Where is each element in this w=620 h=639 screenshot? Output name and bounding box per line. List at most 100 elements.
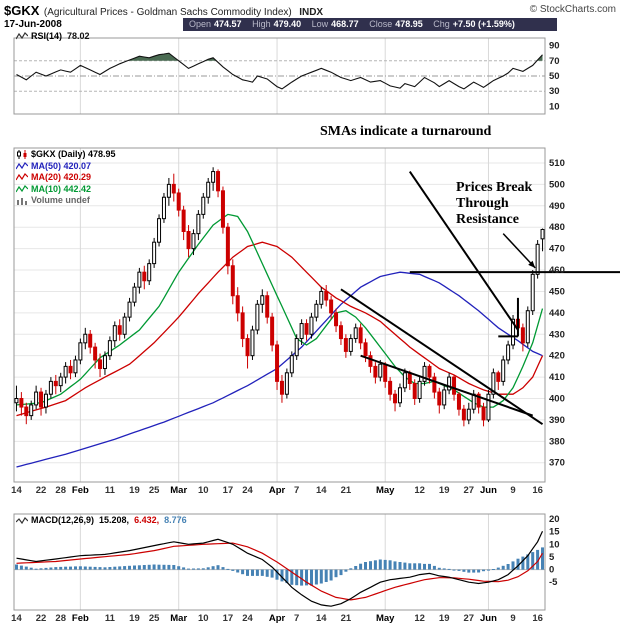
svg-text:10: 10 xyxy=(549,539,560,550)
svg-text:19: 19 xyxy=(129,613,140,624)
chart-header: $GKX (Agricultural Prices - Goldman Sach… xyxy=(4,2,323,20)
turnaround-arrow-shaft xyxy=(408,170,519,331)
svg-text:25: 25 xyxy=(149,485,160,496)
copyright: © StockCharts.com xyxy=(529,4,616,15)
legend-item: MA(10) 442.42 xyxy=(16,184,116,196)
svg-text:28: 28 xyxy=(55,613,66,624)
quote-bar: Open 474.57 High 479.40 Low 468.77 Close 478… xyxy=(183,18,557,31)
svg-text:Apr: Apr xyxy=(269,613,286,624)
macd-value-macd: 15.208, xyxy=(99,515,130,525)
svg-text:14: 14 xyxy=(11,485,22,496)
volume-icon xyxy=(16,196,28,206)
moving-averages-layer xyxy=(16,213,544,468)
legend-label: MA(20) 420.29 xyxy=(31,172,92,182)
legend-label: MA(50) 420.07 xyxy=(31,160,92,171)
rsi-indicator-label: RSI(14) 78.02 xyxy=(16,31,90,41)
svg-text:Feb: Feb xyxy=(72,613,89,624)
svg-text:Jun: Jun xyxy=(480,613,497,624)
svg-text:430: 430 xyxy=(549,329,565,340)
svg-text:14: 14 xyxy=(316,485,327,496)
svg-text:17: 17 xyxy=(223,485,234,496)
svg-text:16: 16 xyxy=(532,613,543,624)
svg-text:19: 19 xyxy=(129,485,140,496)
wedge-lower-line xyxy=(360,354,534,417)
svg-text:14: 14 xyxy=(316,613,327,624)
svg-text:22: 22 xyxy=(36,485,47,496)
macd-value-signal: 6.432, xyxy=(134,515,160,525)
rsi-value: 78.02 xyxy=(67,31,90,41)
svg-text:7: 7 xyxy=(294,613,299,624)
trendlines-layer xyxy=(340,170,620,426)
svg-text:27: 27 xyxy=(464,485,475,496)
rsi-label-text: RSI(14) xyxy=(31,31,63,41)
svg-text:10: 10 xyxy=(198,613,209,624)
chg-label: Chg xyxy=(433,19,450,29)
svg-text:450: 450 xyxy=(549,286,565,297)
svg-text:400: 400 xyxy=(549,394,565,405)
svg-text:May: May xyxy=(376,613,395,624)
svg-text:Feb: Feb xyxy=(72,485,89,496)
high-value: 479.40 xyxy=(273,19,302,29)
svg-text:10: 10 xyxy=(549,101,560,112)
svg-text:-5: -5 xyxy=(549,577,558,588)
svg-text:Jun: Jun xyxy=(480,485,497,496)
svg-text:17: 17 xyxy=(223,613,234,624)
svg-text:460: 460 xyxy=(549,265,565,276)
svg-text:May: May xyxy=(376,485,395,496)
svg-text:28: 28 xyxy=(55,485,66,496)
svg-text:390: 390 xyxy=(549,415,565,426)
rsi-layer xyxy=(16,52,543,90)
svg-text:410: 410 xyxy=(549,372,565,383)
svg-text:19: 19 xyxy=(439,613,450,624)
svg-text:21: 21 xyxy=(341,485,352,496)
svg-text:7: 7 xyxy=(294,485,299,496)
svg-text:50: 50 xyxy=(549,71,560,82)
svg-text:14: 14 xyxy=(11,613,22,624)
macd-icon xyxy=(16,516,28,525)
high-label: High xyxy=(252,19,271,29)
svg-text:9: 9 xyxy=(510,485,515,496)
svg-text:5: 5 xyxy=(549,552,555,563)
wedge-upper-line xyxy=(340,288,544,426)
chart-date: 17-Jun-2008 xyxy=(4,19,62,30)
open-label: Open xyxy=(189,19,212,29)
legend-item: MA(50) 420.07 xyxy=(16,161,116,173)
ma10-line-icon xyxy=(16,184,28,194)
svg-text:21: 21 xyxy=(341,613,352,624)
svg-text:27: 27 xyxy=(464,613,475,624)
svg-text:9: 9 xyxy=(510,613,515,624)
candlestick-icon xyxy=(16,150,28,160)
svg-text:70: 70 xyxy=(549,56,560,67)
svg-text:24: 24 xyxy=(242,613,253,624)
svg-text:16: 16 xyxy=(532,485,543,496)
svg-text:Apr: Apr xyxy=(269,485,286,496)
svg-text:370: 370 xyxy=(549,458,565,469)
gridlines-layer xyxy=(14,38,545,610)
svg-text:11: 11 xyxy=(105,613,116,624)
annotation-smas-turnaround: SMAs indicate a turnaround xyxy=(320,124,492,139)
svg-text:0: 0 xyxy=(549,565,554,576)
symbol-description: (Agricultural Prices - Goldman Sachs Com… xyxy=(43,7,292,18)
svg-text:12: 12 xyxy=(414,485,425,496)
svg-text:510: 510 xyxy=(549,158,565,169)
svg-text:19: 19 xyxy=(439,485,450,496)
svg-text:12: 12 xyxy=(414,613,425,624)
symbol: $GKX xyxy=(4,3,40,18)
svg-text:30: 30 xyxy=(549,86,560,97)
svg-text:500: 500 xyxy=(549,179,565,190)
candles-layer xyxy=(14,167,545,427)
svg-text:90: 90 xyxy=(549,41,560,52)
legend-label: MA(10) 442.42 xyxy=(31,183,92,194)
svg-text:10: 10 xyxy=(198,485,209,496)
ma50-line-icon xyxy=(16,161,28,171)
macd-indicator-label: MACD(12,26,9) 15.208, 6.432, 8.776 xyxy=(16,515,187,525)
exchange: INDX xyxy=(299,7,324,18)
legend-item: MA(20) 420.29 xyxy=(16,172,116,184)
svg-text:490: 490 xyxy=(549,201,565,212)
legend-label: $GKX (Daily) 478.95 xyxy=(31,149,116,159)
legend-label: Volume undef xyxy=(31,195,90,205)
svg-text:480: 480 xyxy=(549,222,565,233)
svg-text:25: 25 xyxy=(149,613,160,624)
